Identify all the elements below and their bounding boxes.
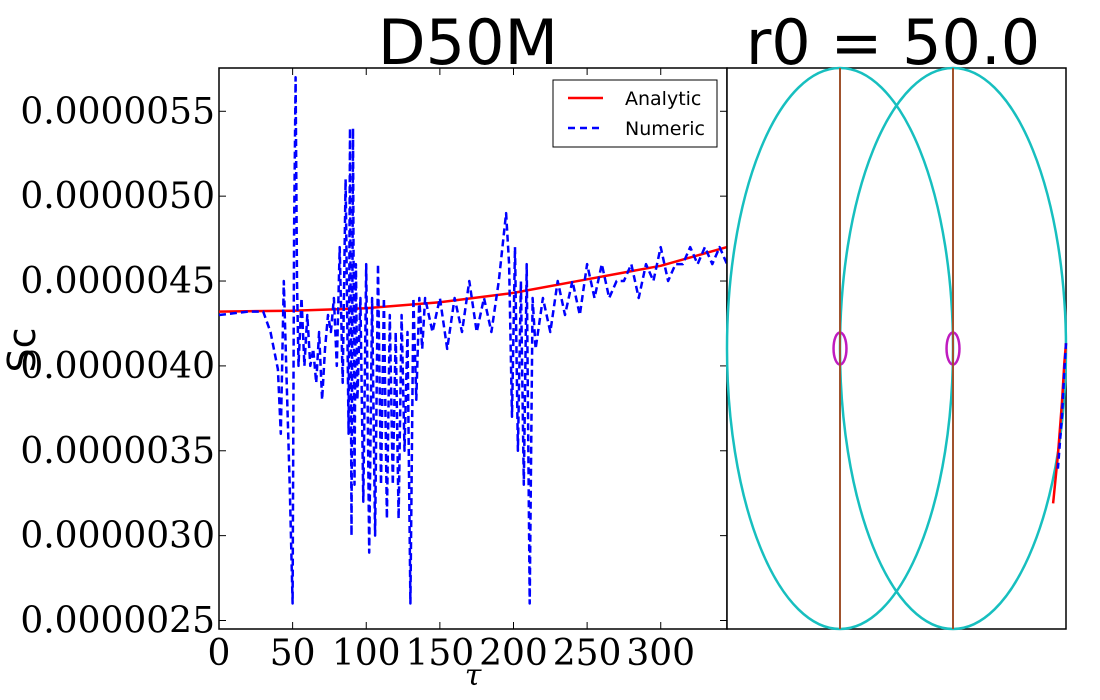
legend-label-analytic: Analytic (625, 88, 701, 110)
legend-label-numeric: Numeric (625, 118, 705, 140)
right-plot-frame (726, 67, 1067, 630)
x-tick-label: 250 (553, 633, 622, 674)
left-x-ticks: 0 50 100 150 200 250 300 (208, 68, 695, 674)
x-axis-label: τ (465, 658, 482, 693)
left-chart: D50M 0.0000025 0.0000030 0.0000035 0.000004… (0, 6, 729, 693)
x-tick-label: 200 (479, 633, 548, 674)
x-tick-label: 150 (406, 633, 475, 674)
x-tick-label: 50 (270, 633, 316, 674)
y-tick-label: 0.0000030 (20, 516, 215, 557)
y-tick-label: 0.0000035 (20, 431, 215, 472)
y-axis-label: Sc (0, 327, 44, 372)
left-y-ticks: 0.0000025 0.0000030 0.0000035 0.0000040 0.00… (20, 91, 727, 642)
x-tick-label: 100 (332, 633, 401, 674)
y-tick-label: 0.0000040 (20, 346, 215, 387)
x-tick-label: 0 (208, 633, 231, 674)
left-series-group (218, 76, 729, 605)
series-numeric-line (218, 76, 729, 605)
x-tick-label: 300 (626, 633, 695, 674)
left-chart-title: D50M (378, 6, 558, 79)
legend: Analytic Numeric (552, 79, 718, 148)
y-tick-label: 0.0000045 (20, 261, 215, 302)
y-tick-label: 0.0000055 (20, 91, 215, 132)
right-series-numeric-line (1056, 343, 1068, 469)
y-tick-label: 0.0000025 (20, 601, 215, 642)
right-chart: r0 = 50.0 (725, 6, 1068, 631)
right-chart-title: r0 = 50.0 (746, 6, 1040, 79)
right-series-group (725, 66, 1068, 631)
legend-box (552, 79, 718, 148)
y-tick-label: 0.0000050 (20, 176, 215, 217)
series-analytic-line (218, 245, 728, 313)
